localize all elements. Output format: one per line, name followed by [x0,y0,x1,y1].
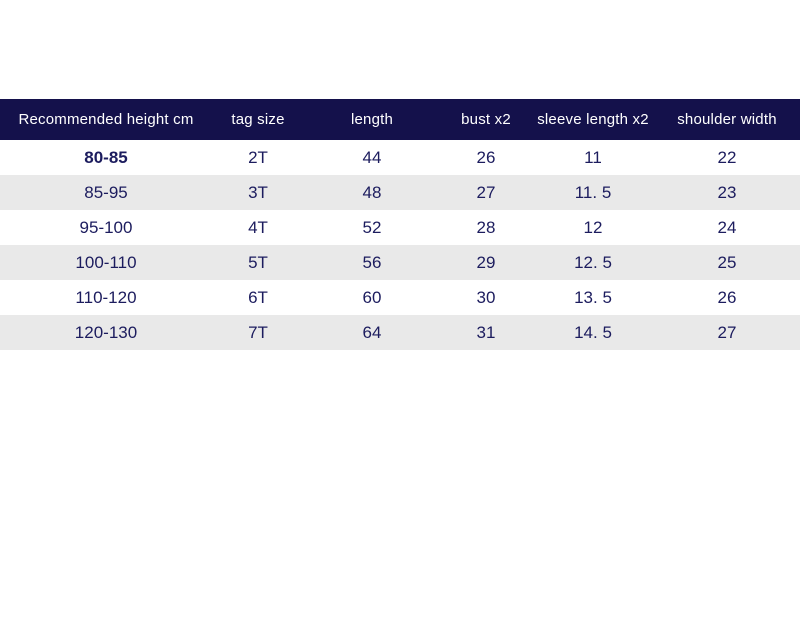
bust-cell: 27 [440,175,532,210]
shoulder-width-cell: 25 [654,245,800,280]
length-cell: 56 [304,245,440,280]
bust-cell: 29 [440,245,532,280]
length-cell: 48 [304,175,440,210]
table-row: 110-120 6T 60 30 13. 5 26 [0,280,800,315]
tag-size-cell: 6T [248,287,268,307]
length-cell: 64 [304,315,440,350]
tag-size-cell: 5T [212,245,304,280]
tag-size-cell: 2T [248,147,268,167]
size-table-body: 80-85 2T 44 26 11 22 85-95 3T 48 27 11. … [0,140,800,350]
height-range-cell: 80-85 [84,147,128,167]
col-header-sleeve-length: sleeve length x2 [532,99,654,140]
col-header-shoulder-width: shoulder width [654,99,800,140]
shoulder-width-cell: 26 [717,287,737,307]
length-cell: 60 [362,287,382,307]
length-cell: 44 [362,147,382,167]
bust-cell: 30 [476,287,496,307]
table-row: 85-95 3T 48 27 11. 5 23 [0,175,800,210]
tag-size-cell: 7T [212,315,304,350]
sleeve-length-cell: 12 [583,217,603,237]
col-header-length: length [304,99,440,140]
table-row: 80-85 2T 44 26 11 22 [0,140,800,175]
col-header-tag-size: tag size [212,99,304,140]
shoulder-width-cell: 22 [717,147,737,167]
col-header-recommended-height: Recommended height cm [0,99,212,140]
sleeve-length-cell: 12. 5 [532,245,654,280]
size-chart-table: Recommended height cm tag size length bu… [0,99,800,350]
tag-size-cell: 3T [212,175,304,210]
sleeve-length-cell: 11 [584,147,602,167]
height-range-cell: 120-130 [0,315,212,350]
bust-cell: 31 [440,315,532,350]
bust-cell: 26 [476,147,496,167]
length-cell: 52 [362,217,382,237]
height-range-cell: 100-110 [0,245,212,280]
sleeve-length-cell: 11. 5 [532,175,654,210]
tag-size-cell: 4T [248,217,268,237]
shoulder-width-cell: 27 [654,315,800,350]
col-header-bust: bust x2 [440,99,532,140]
table-row: 95-100 4T 52 28 12 24 [0,210,800,245]
shoulder-width-cell: 23 [654,175,800,210]
height-range-cell: 95-100 [79,217,133,237]
shoulder-width-cell: 24 [717,217,737,237]
sleeve-length-cell: 13. 5 [574,287,612,307]
bust-cell: 28 [476,217,496,237]
header-row: Recommended height cm tag size length bu… [0,99,800,140]
table-row: 120-130 7T 64 31 14. 5 27 [0,315,800,350]
height-range-cell: 85-95 [0,175,212,210]
table-row: 100-110 5T 56 29 12. 5 25 [0,245,800,280]
sleeve-length-cell: 14. 5 [532,315,654,350]
height-range-cell: 110-120 [75,287,137,307]
